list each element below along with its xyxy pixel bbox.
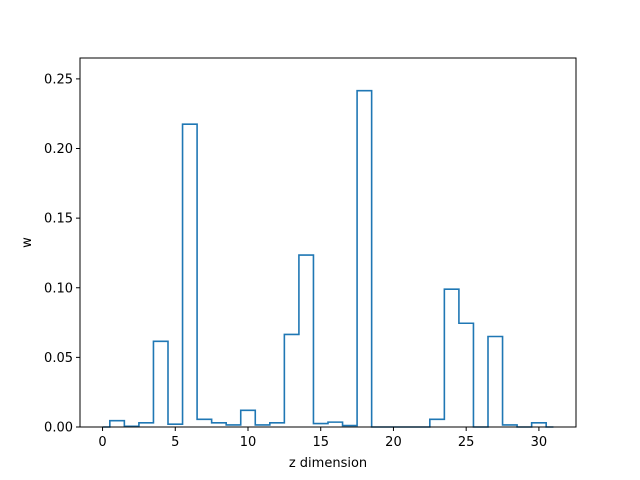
x-axis: 0 5 10 15 20 25 30 bbox=[98, 427, 547, 450]
x-tick-label: 20 bbox=[385, 435, 402, 450]
y-axis-label: w bbox=[20, 237, 35, 248]
y-tick-label: 0.00 bbox=[44, 421, 73, 436]
y-tick-label: 0.05 bbox=[44, 351, 73, 366]
x-tick-label: 30 bbox=[531, 435, 548, 450]
x-axis-label: z dimension bbox=[289, 456, 367, 471]
axes-frame bbox=[79, 57, 577, 428]
y-tick-label: 0.25 bbox=[44, 72, 73, 87]
x-tick-label: 25 bbox=[458, 435, 475, 450]
x-tick-label: 5 bbox=[171, 435, 179, 450]
y-tick-label: 0.10 bbox=[44, 281, 73, 296]
x-tick-label: 15 bbox=[312, 435, 329, 450]
y-tick-label: 0.20 bbox=[44, 142, 73, 157]
x-tick-label: 0 bbox=[98, 435, 106, 450]
y-tick-label: 0.15 bbox=[44, 212, 73, 227]
x-tick-label: 10 bbox=[240, 435, 257, 450]
y-axis: 0.00 0.05 0.10 0.15 0.20 0.25 bbox=[44, 72, 80, 436]
